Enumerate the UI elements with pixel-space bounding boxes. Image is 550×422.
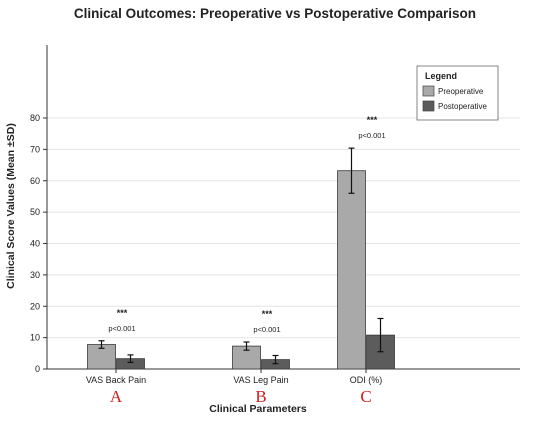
legend-label-postoperative: Postoperative	[438, 102, 487, 111]
y-tick-label: 60	[30, 176, 40, 186]
panel-letter: A	[110, 387, 123, 406]
y-ticks: 0 10 20 30 40 50 60 70 80	[30, 113, 47, 374]
y-tick-label: 70	[30, 144, 40, 154]
legend-swatch-preoperative	[422, 85, 435, 97]
p-value-label: p<0.001	[358, 131, 385, 140]
y-tick-label: 30	[30, 270, 40, 280]
y-axis-title: Clinical Score Values (Mean ±SD)	[5, 123, 17, 289]
category-labels: VAS Back Pain A VAS Leg Pain B ODI (%) C	[86, 369, 382, 406]
legend: Legend Preoperative Postoperative	[416, 65, 499, 121]
p-value-label: p<0.001	[108, 324, 135, 333]
grid	[47, 117, 520, 339]
significance-stars: ***	[262, 309, 273, 319]
bar-preoperative-odi	[337, 170, 366, 370]
category-label: ODI (%)	[350, 375, 383, 385]
y-tick-label: 40	[30, 239, 40, 249]
y-tick-label: 50	[30, 207, 40, 217]
legend-swatch-postoperative	[422, 100, 435, 112]
legend-label-preoperative: Preoperative	[438, 87, 484, 96]
panel-letter: C	[360, 387, 371, 406]
significance-stars: ***	[367, 115, 378, 125]
p-value-label: p<0.001	[253, 325, 280, 334]
y-tick-label: 0	[35, 364, 40, 374]
chart-title: Clinical Outcomes: Preoperative vs Posto…	[74, 6, 476, 21]
y-tick-label: 20	[30, 301, 40, 311]
x-axis-title: Clinical Parameters	[209, 403, 307, 415]
bars: *** p<0.001 *** p<0.001 *** p<0.001	[87, 115, 395, 370]
y-tick-label: 80	[30, 113, 40, 123]
category-label: VAS Leg Pain	[233, 375, 288, 385]
legend-title: Legend	[425, 71, 457, 81]
significance-stars: ***	[117, 308, 128, 318]
category-label: VAS Back Pain	[86, 375, 146, 385]
panel-letter: B	[255, 387, 266, 406]
y-tick-label: 10	[30, 333, 40, 343]
